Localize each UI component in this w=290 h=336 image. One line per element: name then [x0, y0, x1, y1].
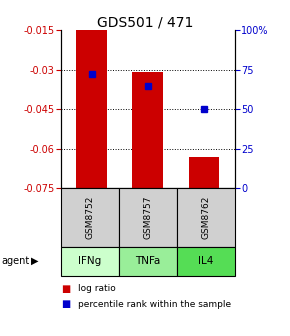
Text: IFNg: IFNg — [78, 256, 102, 266]
Bar — [76, 30, 107, 188]
Bar — [188, 157, 220, 188]
Text: IL4: IL4 — [198, 256, 214, 266]
Text: ▶: ▶ — [31, 256, 39, 266]
Text: GSM8757: GSM8757 — [143, 196, 153, 239]
Text: ■: ■ — [61, 284, 70, 294]
Text: ■: ■ — [61, 299, 70, 309]
Text: log ratio: log ratio — [78, 285, 116, 293]
Text: TNFa: TNFa — [135, 256, 161, 266]
Text: GSM8752: GSM8752 — [85, 196, 95, 239]
Text: GDS501 / 471: GDS501 / 471 — [97, 15, 193, 29]
Bar — [133, 72, 163, 188]
Text: percentile rank within the sample: percentile rank within the sample — [78, 300, 231, 308]
Text: agent: agent — [1, 256, 30, 266]
Text: GSM8762: GSM8762 — [201, 196, 211, 239]
